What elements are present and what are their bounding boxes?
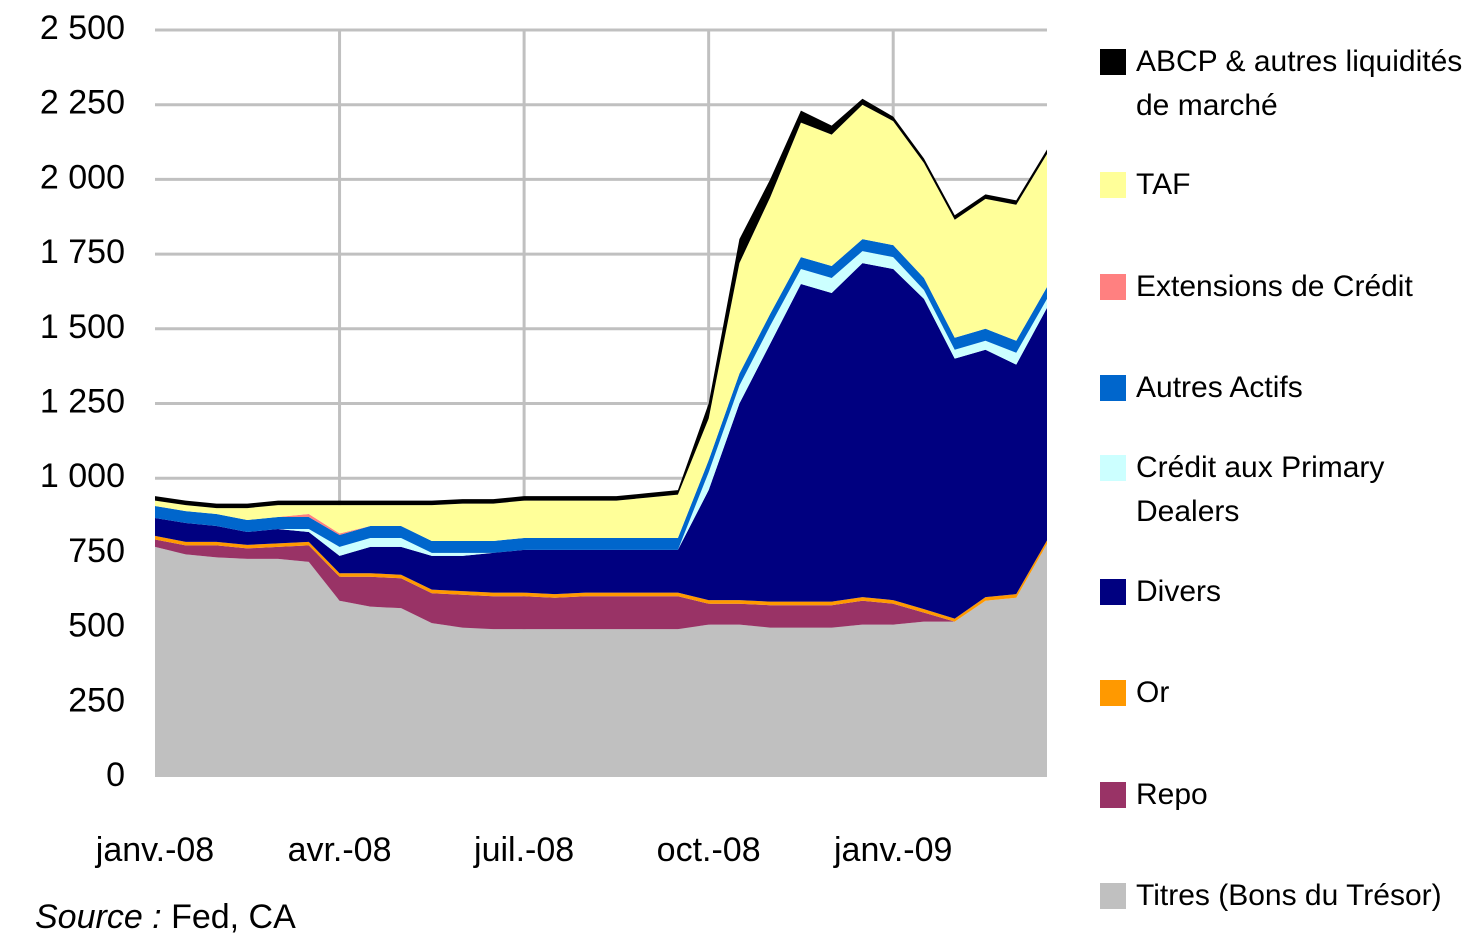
area (155, 543, 1047, 777)
legend-label: TAF (1136, 168, 1191, 202)
area (155, 263, 1047, 619)
y-tick-label: 1 500 (40, 308, 125, 346)
legend-swatch (1100, 172, 1126, 199)
legend-swatch (1100, 578, 1126, 605)
legend-swatch (1100, 781, 1126, 808)
legend-label: Crédit aux Primary Dealers (1136, 451, 1385, 529)
x-tick-label: juil.-08 (473, 831, 574, 869)
y-tick-label: 0 (106, 756, 125, 794)
y-tick-label: 2 250 (40, 84, 125, 122)
y-tick-label: 250 (68, 681, 125, 719)
area (155, 239, 1047, 553)
x-tick-label: oct.-08 (657, 831, 761, 869)
legend-item: Or (1100, 644, 1478, 746)
y-tick-label: 750 (68, 532, 125, 570)
legend-label: Extensions de Crédit (1136, 269, 1413, 303)
legend-swatch (1100, 48, 1126, 75)
x-tick-label: janv.-08 (95, 831, 214, 869)
legend-swatch (1100, 375, 1126, 402)
y-tick-label: 2 000 (40, 158, 125, 196)
x-tick-label: avr.-08 (288, 831, 392, 869)
legend-label: ABCP & autres liquidités de marché (1136, 44, 1463, 122)
x-tick-label: janv.-09 (833, 831, 952, 869)
legend-label: Repo (1136, 777, 1208, 811)
legend: ABCP & autres liquidités de marché TAF Ext… (1100, 35, 1478, 949)
legend-item: Crédit aux Primary Dealers (1100, 441, 1478, 543)
y-tick-label: 2 500 (40, 9, 125, 47)
legend-label: Titres (Bons du Trésor) (1136, 879, 1442, 913)
legend-swatch (1100, 455, 1126, 482)
legend-swatch (1100, 680, 1126, 707)
y-tick-label: 1 250 (40, 382, 125, 420)
source: Fed, CA (171, 898, 296, 936)
legend-swatch (1100, 273, 1126, 300)
legend-label: Autres Actifs (1136, 371, 1303, 405)
y-tick-label: 500 (68, 607, 125, 645)
legend-item: ABCP & autres liquidités de marché (1100, 35, 1478, 137)
legend-item: TAF (1100, 137, 1478, 239)
legend-item: Repo (1100, 746, 1478, 848)
source-label: Source : (35, 898, 162, 936)
source-note: Source : Fed, CA (35, 898, 296, 937)
area (155, 104, 1047, 541)
legend-item: Divers (1100, 543, 1478, 645)
legend-item: Autres Actifs (1100, 340, 1478, 442)
y-tick-label: 1 000 (40, 457, 125, 495)
legend-item: Titres (Bons du Trésor) (1100, 848, 1478, 949)
legend-label: Or (1136, 676, 1170, 710)
legend-label: Divers (1136, 574, 1222, 608)
legend-item: Extensions de Crédit (1100, 238, 1478, 340)
legend-swatch (1100, 883, 1126, 910)
y-tick-label: 1 750 (40, 233, 125, 271)
area (155, 539, 1047, 630)
